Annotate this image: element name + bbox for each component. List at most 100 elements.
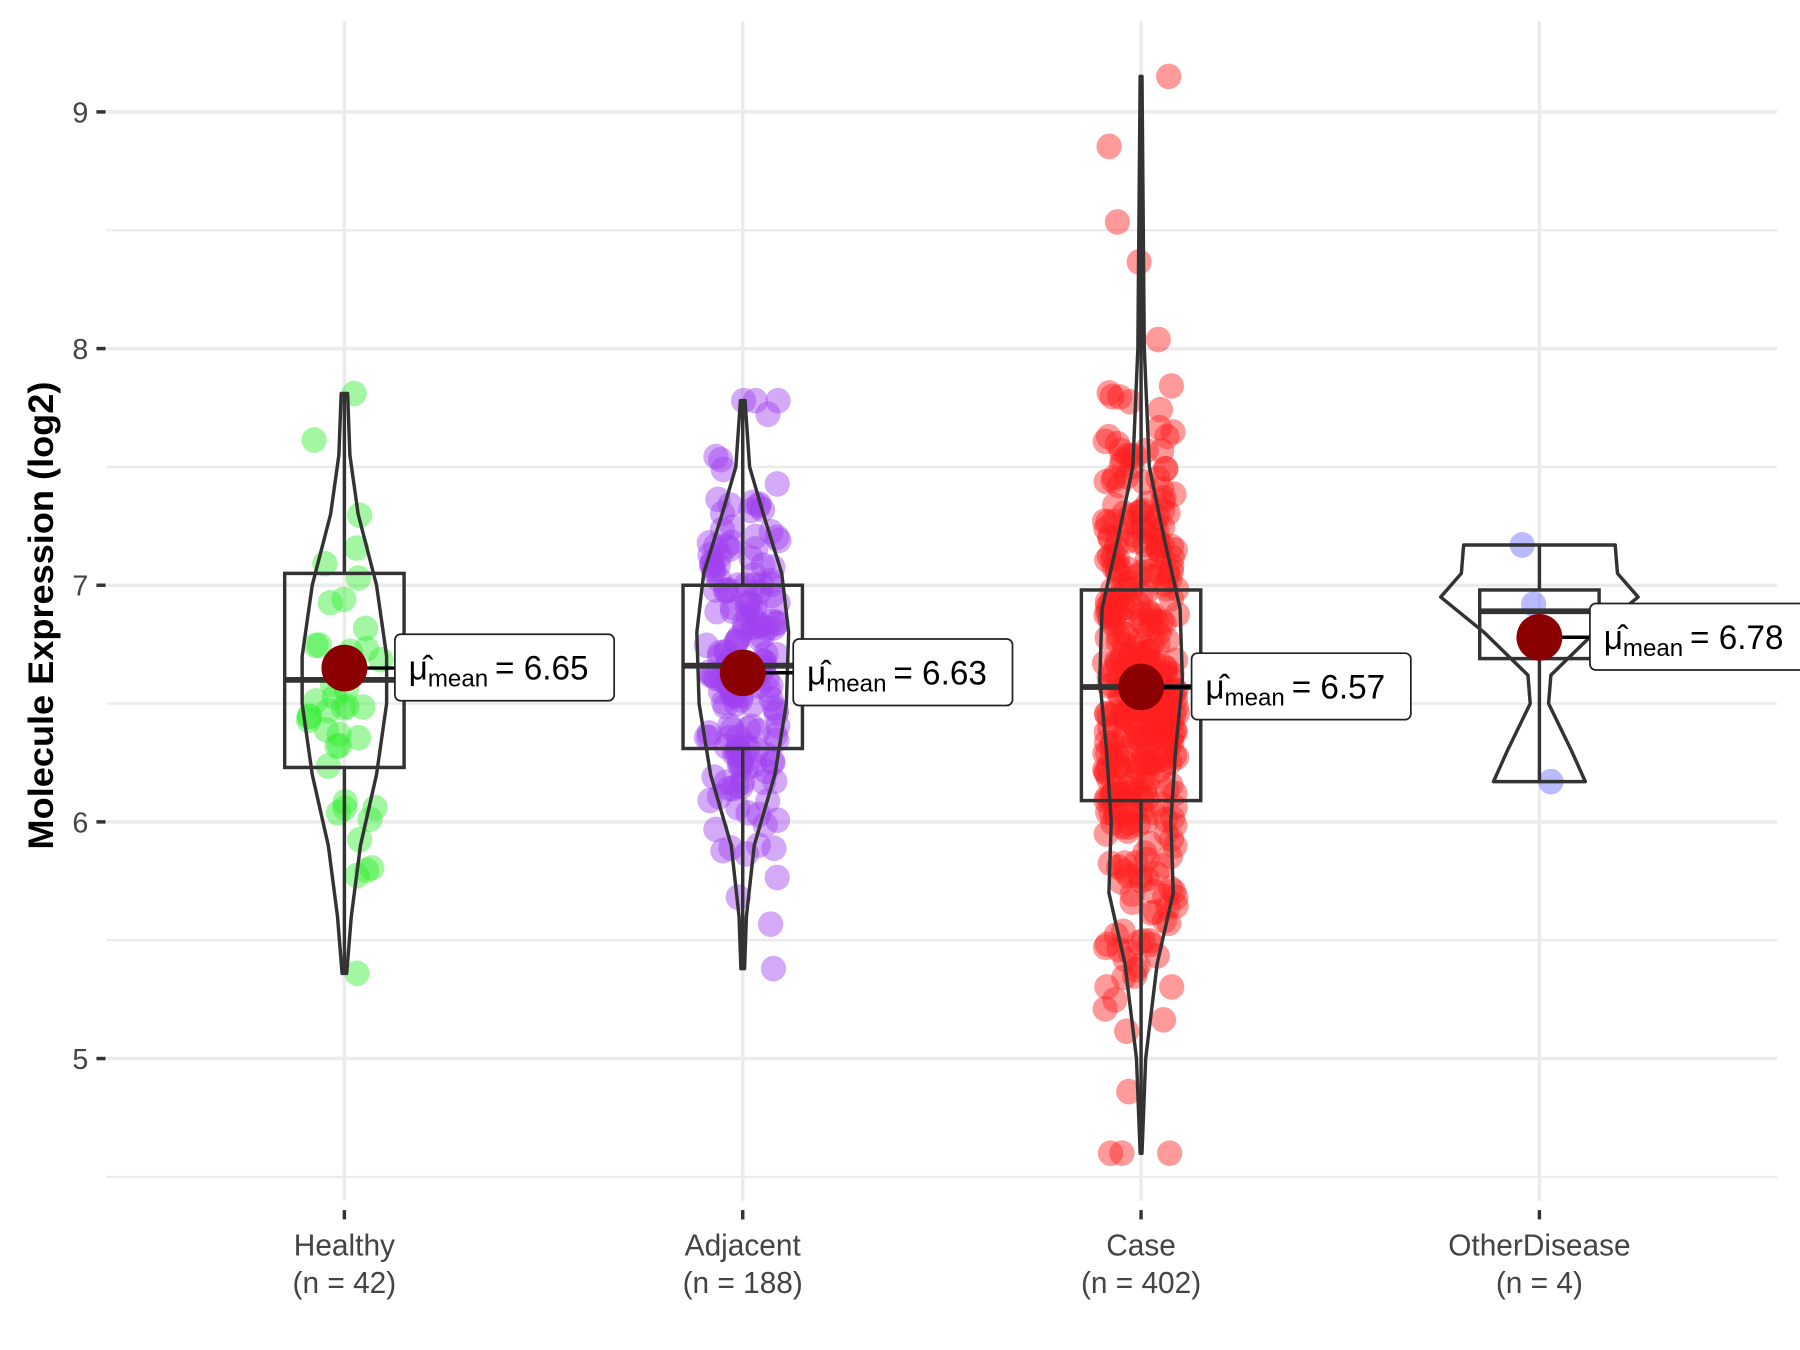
data-point [1127,749,1153,775]
data-point [1137,603,1164,629]
data-point [352,615,379,642]
data-point [1146,620,1172,646]
data-point [763,641,790,668]
data-point [1161,481,1187,508]
data-point [1123,754,1150,781]
data-point [742,387,768,414]
data-point [1125,758,1151,785]
data-point [1135,738,1161,764]
data-point [1104,590,1131,616]
data-point [706,783,733,810]
data-point [1091,508,1118,534]
data-point [1150,1006,1177,1033]
y-tick-label: 7 [72,571,88,603]
data-point [1112,749,1139,776]
data-point [1145,503,1171,530]
violin [695,398,791,971]
data-point [1155,894,1181,920]
data-point [1094,784,1120,811]
data-point [1134,579,1160,605]
data-point [710,689,737,716]
data-point [1136,708,1162,735]
data-point [1132,840,1158,866]
data-point [1104,742,1130,769]
data-point [1137,748,1163,775]
data-point [1134,770,1160,797]
data-point [1103,922,1129,948]
data-point [760,749,786,776]
data-point [1146,414,1173,441]
data-point [741,752,768,778]
mean-point [719,649,766,697]
data-point [359,855,385,881]
data-point [1101,464,1127,491]
data-point [760,608,786,635]
data-point [1163,694,1189,721]
x-tick-n-label: (n = 188) [683,1267,803,1300]
data-point [741,561,767,588]
data-point [1120,725,1147,752]
data-point [1143,861,1170,887]
data-point [1154,736,1180,763]
data-point [1140,720,1167,747]
data-point [1093,515,1119,542]
data-point [714,533,740,560]
data-point [1149,438,1175,464]
data-point [1118,443,1144,469]
data-point [306,632,332,658]
data-point [1125,952,1151,979]
data-point [1114,818,1141,844]
data-point [1142,899,1168,925]
data-point [1094,974,1120,1000]
data-point [1156,63,1182,90]
data-point [713,578,739,604]
data-point [326,732,352,759]
mean-subscript: mean [1225,684,1285,711]
data-point [1102,492,1128,518]
data-point [735,603,761,630]
mean-point [1118,663,1165,711]
data-point [1148,746,1174,773]
data-point [1152,727,1178,753]
data-point [726,623,753,650]
data-point [742,598,768,625]
data-point [701,764,727,790]
data-point [1106,936,1132,963]
data-point [1135,765,1161,792]
data-point [1146,757,1173,784]
data-point [1108,452,1135,478]
data-point [1102,987,1128,1013]
data-point [1132,611,1158,638]
data-point [707,542,734,568]
data-point [1152,721,1179,747]
data-point [704,598,730,625]
data-point [1104,430,1131,457]
data-point [719,598,746,625]
data-point [720,776,746,802]
data-point [742,523,768,550]
data-point [1110,642,1136,668]
data-point [719,716,745,743]
data-point [1104,775,1131,802]
data-point [716,724,743,751]
data-point [764,807,791,833]
data-point [1118,768,1144,794]
data-point [1096,380,1122,406]
data-point [727,750,753,777]
group-case: μ̂mean = 6.57 [1079,63,1412,1167]
data-point [331,586,357,613]
data-point [1105,586,1131,612]
data-point [761,694,788,721]
data-point [698,662,724,689]
data-point [317,589,343,616]
data-point [1141,878,1167,905]
data-point [1161,716,1188,743]
data-point [1116,1078,1142,1105]
data-point [746,625,772,652]
data-point [1119,889,1145,915]
data-point [1116,527,1142,554]
data-point [1105,854,1132,880]
data-point [765,387,791,414]
x-tick-n-label: (n = 402) [1081,1267,1201,1300]
data-point [1099,383,1125,410]
